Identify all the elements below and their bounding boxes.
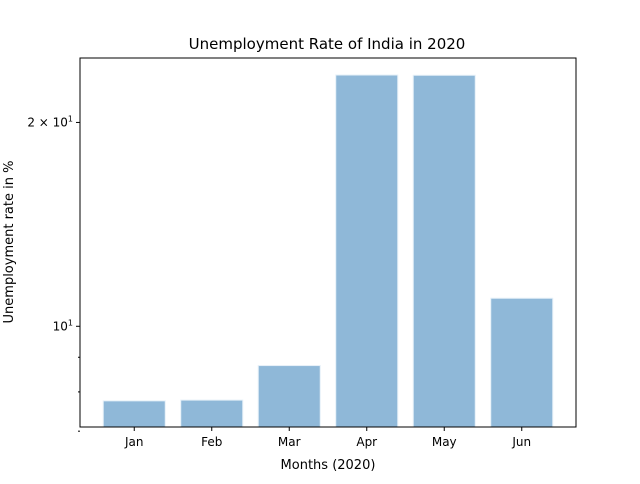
y-tick-label: 101 <box>53 318 73 333</box>
y-tick-label: 2 × 101 <box>27 114 73 129</box>
x-tick-label: Apr <box>356 435 377 449</box>
x-tick-label: Jun <box>511 435 531 449</box>
y-axis-label: Unemployment rate in % <box>2 161 17 324</box>
bar-may <box>412 74 476 428</box>
bars-layer <box>102 74 554 428</box>
x-tick-label: May <box>432 435 457 449</box>
x-axis-label: Months (2020) <box>281 458 376 473</box>
bar-mar <box>257 365 321 428</box>
x-tick-label: Mar <box>278 435 301 449</box>
bar-apr <box>335 74 399 428</box>
bar-feb <box>180 399 244 428</box>
bar-jan <box>102 400 166 428</box>
x-tick-label: Feb <box>201 435 222 449</box>
x-tick-label: Jan <box>124 435 144 449</box>
chart-title: Unemployment Rate of India in 2020 <box>189 35 466 53</box>
x-axis-ticks: Jan Feb Mar Apr May Jun <box>124 427 531 449</box>
y-axis-ticks: 101 2 × 101 <box>27 114 80 432</box>
plot-frame <box>79 57 577 428</box>
bar-jun <box>490 297 554 428</box>
